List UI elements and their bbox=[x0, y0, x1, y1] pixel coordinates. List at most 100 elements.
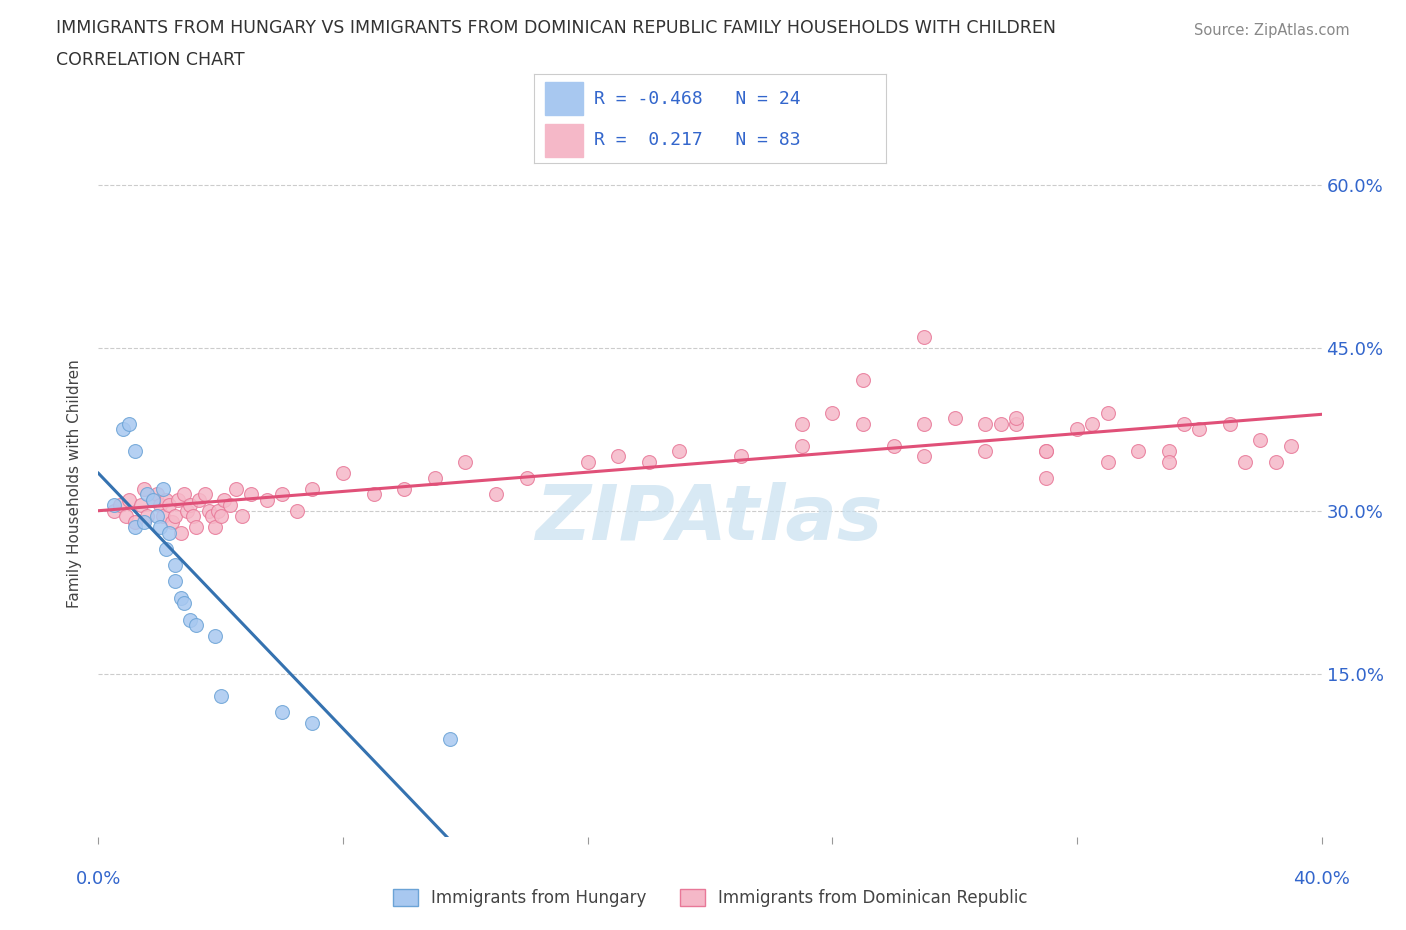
Point bbox=[790, 438, 813, 453]
Point bbox=[145, 509, 167, 524]
Point bbox=[730, 449, 752, 464]
Point bbox=[231, 509, 253, 524]
Point bbox=[136, 509, 159, 524]
Point bbox=[155, 493, 177, 508]
Point bbox=[145, 487, 167, 502]
Point bbox=[207, 503, 229, 518]
Point bbox=[225, 482, 247, 497]
Point bbox=[118, 493, 141, 508]
Point bbox=[163, 509, 186, 524]
Point bbox=[1279, 438, 1302, 453]
Point bbox=[170, 591, 193, 605]
Point bbox=[111, 422, 134, 437]
Point bbox=[1066, 422, 1088, 437]
Point bbox=[115, 509, 138, 524]
Point bbox=[124, 520, 146, 535]
Point bbox=[1035, 471, 1057, 485]
Point bbox=[485, 487, 508, 502]
Point bbox=[167, 493, 190, 508]
Point bbox=[1004, 411, 1026, 426]
Legend: Immigrants from Hungary, Immigrants from Dominican Republic: Immigrants from Hungary, Immigrants from… bbox=[385, 882, 1035, 913]
Point bbox=[1264, 455, 1286, 470]
Point bbox=[163, 574, 186, 589]
Point bbox=[912, 449, 935, 464]
Point bbox=[142, 493, 165, 508]
Point bbox=[118, 417, 141, 432]
Point bbox=[454, 455, 477, 470]
Point bbox=[136, 487, 159, 502]
Point bbox=[124, 444, 146, 458]
Point bbox=[200, 509, 222, 524]
Point bbox=[1035, 444, 1057, 458]
Point bbox=[170, 525, 193, 540]
Point bbox=[943, 411, 966, 426]
Point bbox=[363, 487, 385, 502]
Point bbox=[668, 444, 690, 458]
Point bbox=[974, 417, 997, 432]
Point bbox=[912, 417, 935, 432]
Point bbox=[1219, 417, 1241, 432]
Point bbox=[194, 487, 217, 502]
Text: Source: ZipAtlas.com: Source: ZipAtlas.com bbox=[1194, 23, 1350, 38]
Y-axis label: Family Households with Children: Family Households with Children bbox=[67, 359, 83, 608]
Text: ZIPAtlas: ZIPAtlas bbox=[536, 482, 884, 556]
Point bbox=[209, 688, 232, 703]
Text: R = -0.468   N = 24: R = -0.468 N = 24 bbox=[593, 89, 800, 108]
Point bbox=[176, 503, 198, 518]
Point bbox=[186, 520, 208, 535]
Point bbox=[285, 503, 308, 518]
Point bbox=[186, 618, 208, 632]
Point bbox=[990, 417, 1012, 432]
Point bbox=[607, 449, 630, 464]
Point bbox=[134, 482, 156, 497]
Point bbox=[181, 509, 204, 524]
Point bbox=[163, 558, 186, 573]
Point bbox=[1234, 455, 1257, 470]
Text: IMMIGRANTS FROM HUNGARY VS IMMIGRANTS FROM DOMINICAN REPUBLIC FAMILY HOUSEHOLDS : IMMIGRANTS FROM HUNGARY VS IMMIGRANTS FR… bbox=[56, 19, 1056, 36]
Point bbox=[179, 612, 201, 627]
Point bbox=[852, 373, 875, 388]
Point bbox=[212, 493, 235, 508]
Point bbox=[204, 520, 226, 535]
Point bbox=[1128, 444, 1150, 458]
Point bbox=[256, 493, 278, 508]
Point bbox=[1157, 444, 1180, 458]
Point bbox=[129, 498, 152, 512]
Point bbox=[219, 498, 242, 512]
Point bbox=[209, 509, 232, 524]
Point bbox=[1188, 422, 1211, 437]
Point bbox=[103, 498, 125, 512]
Point bbox=[188, 493, 211, 508]
Point bbox=[1081, 417, 1104, 432]
Point bbox=[149, 498, 172, 512]
Point bbox=[157, 498, 180, 512]
Point bbox=[240, 487, 263, 502]
Point bbox=[173, 487, 195, 502]
Point bbox=[197, 503, 219, 518]
Point bbox=[332, 465, 354, 480]
Point bbox=[142, 493, 165, 508]
Point bbox=[301, 715, 323, 730]
Point bbox=[576, 455, 599, 470]
Point bbox=[392, 482, 416, 497]
Point bbox=[204, 629, 226, 644]
Point bbox=[179, 498, 201, 512]
Point bbox=[152, 509, 174, 524]
Point bbox=[155, 541, 177, 556]
Bar bbox=[544, 83, 583, 115]
Point bbox=[790, 417, 813, 432]
Point bbox=[157, 525, 180, 540]
Point bbox=[1157, 455, 1180, 470]
Text: 40.0%: 40.0% bbox=[1294, 870, 1350, 887]
Point bbox=[1249, 432, 1271, 447]
Point bbox=[160, 514, 183, 529]
Text: CORRELATION CHART: CORRELATION CHART bbox=[56, 51, 245, 69]
Text: 0.0%: 0.0% bbox=[76, 870, 121, 887]
Point bbox=[134, 514, 156, 529]
Point bbox=[516, 471, 538, 485]
Point bbox=[1004, 417, 1026, 432]
Point bbox=[124, 514, 146, 529]
Point bbox=[852, 417, 875, 432]
Point bbox=[270, 705, 292, 720]
Point bbox=[637, 455, 661, 470]
